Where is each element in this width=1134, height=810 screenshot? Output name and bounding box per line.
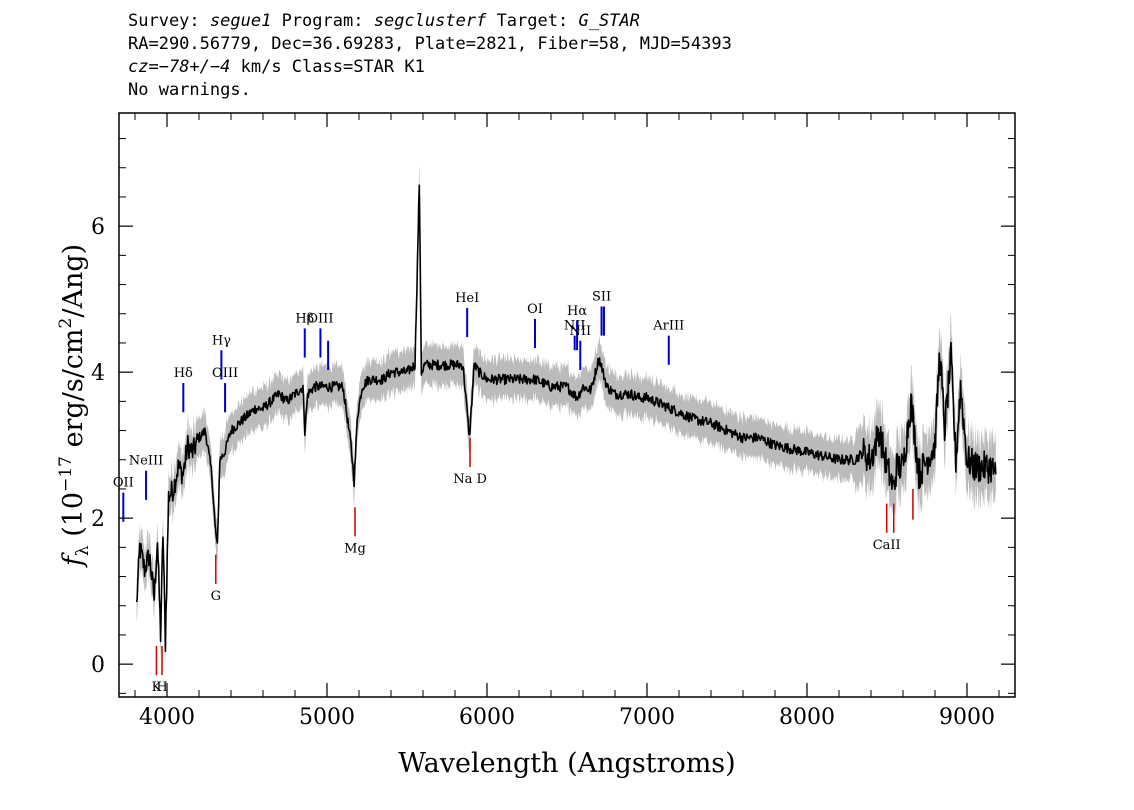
spectral-lines-layer: OIINeIIIHδHγOIIIHβOIIIHeIOINIIHαNIISIIAr… xyxy=(113,289,914,695)
y-tick-label: 4 xyxy=(91,361,105,386)
target-label: Target: xyxy=(496,11,569,31)
y-axis-units-c: /Ang) xyxy=(58,244,89,318)
flux-line xyxy=(135,184,997,653)
survey-value: segue1 xyxy=(209,11,272,31)
emission-line-label: Hδ xyxy=(174,366,193,381)
absorption-line-label: H xyxy=(156,680,167,695)
emission-line-label: HeI xyxy=(455,291,479,306)
absorption-line-label: CaII xyxy=(873,538,901,553)
x-tick-label: 6000 xyxy=(459,705,515,730)
absorption-line-label: K xyxy=(152,680,162,695)
y-axis-exponent: −17 xyxy=(56,456,76,492)
y-axis-units-b: erg/s/cm xyxy=(58,328,89,456)
y-axis-symbol: f xyxy=(58,552,89,568)
absorption-line-label: G xyxy=(211,589,221,604)
x-tick-label: 5000 xyxy=(299,705,355,730)
emission-line-label: OII xyxy=(113,476,134,491)
emission-line-label: ArIII xyxy=(652,319,684,334)
emission-line-label: OIII xyxy=(307,311,333,326)
error-band-layer xyxy=(136,163,996,669)
absorption-line-label: Mg xyxy=(344,541,366,556)
emission-line-label: Hγ xyxy=(212,333,231,348)
cz-label: cz= xyxy=(128,57,159,77)
y-tick-label: 2 xyxy=(91,507,105,532)
program-value: segclusterf xyxy=(373,11,487,31)
emission-line-label: OIII xyxy=(212,366,238,381)
absorption-line-label: Na D xyxy=(453,472,487,487)
x-tick-label: 7000 xyxy=(619,705,675,730)
emission-line-label: NII xyxy=(564,319,586,334)
y-tick-label: 6 xyxy=(91,215,105,240)
y-axis-units-a: (10 xyxy=(58,492,89,545)
cz-rest: km/s Class=STAR K1 xyxy=(230,57,425,77)
x-tick-label: 8000 xyxy=(779,705,835,730)
y-axis-subscript: λ xyxy=(73,545,93,556)
emission-line-label: Hα xyxy=(567,304,587,319)
error-band xyxy=(136,163,996,669)
cz-value: −78+/−4 xyxy=(158,57,231,77)
target-value: G_STAR xyxy=(578,11,640,31)
coords-line: RA=290.56779, Dec=36.69283, Plate=2821, … xyxy=(128,34,732,54)
ticks-layer: 4000 5000 6000 7000 8000 9000 0 2 4 6 xyxy=(91,113,1015,730)
y-axis-title: fλ (10−17 erg/s/cm2/Ang) xyxy=(56,244,93,568)
y-tick-label: 0 xyxy=(91,653,105,678)
flux-layer xyxy=(135,184,997,653)
x-tick-label: 9000 xyxy=(939,705,995,730)
plot-frame xyxy=(118,112,1016,698)
x-tick-label: 4000 xyxy=(139,705,195,730)
survey-label: Survey: xyxy=(128,11,200,31)
emission-line-label: OI xyxy=(527,302,543,317)
program-label: Program: xyxy=(281,11,364,31)
emission-line-label: SII xyxy=(592,289,611,304)
y-axis-exponent-2: 2 xyxy=(56,318,76,329)
emission-line-label: NII xyxy=(569,324,591,339)
emission-line-label: Hβ xyxy=(295,311,314,326)
spectrum-header: Survey: segue1 Program: segclusterf Targ… xyxy=(128,10,732,102)
warnings-line: No warnings. xyxy=(128,80,251,100)
emission-line-label: NeIII xyxy=(129,454,163,469)
survey-line: Survey: segue1 Program: segclusterf Targ… xyxy=(128,10,732,33)
x-axis-title: Wavelength (Angstroms) xyxy=(398,748,735,779)
redshift-line: cz=−78+/−4 km/s Class=STAR K1 xyxy=(128,56,732,79)
